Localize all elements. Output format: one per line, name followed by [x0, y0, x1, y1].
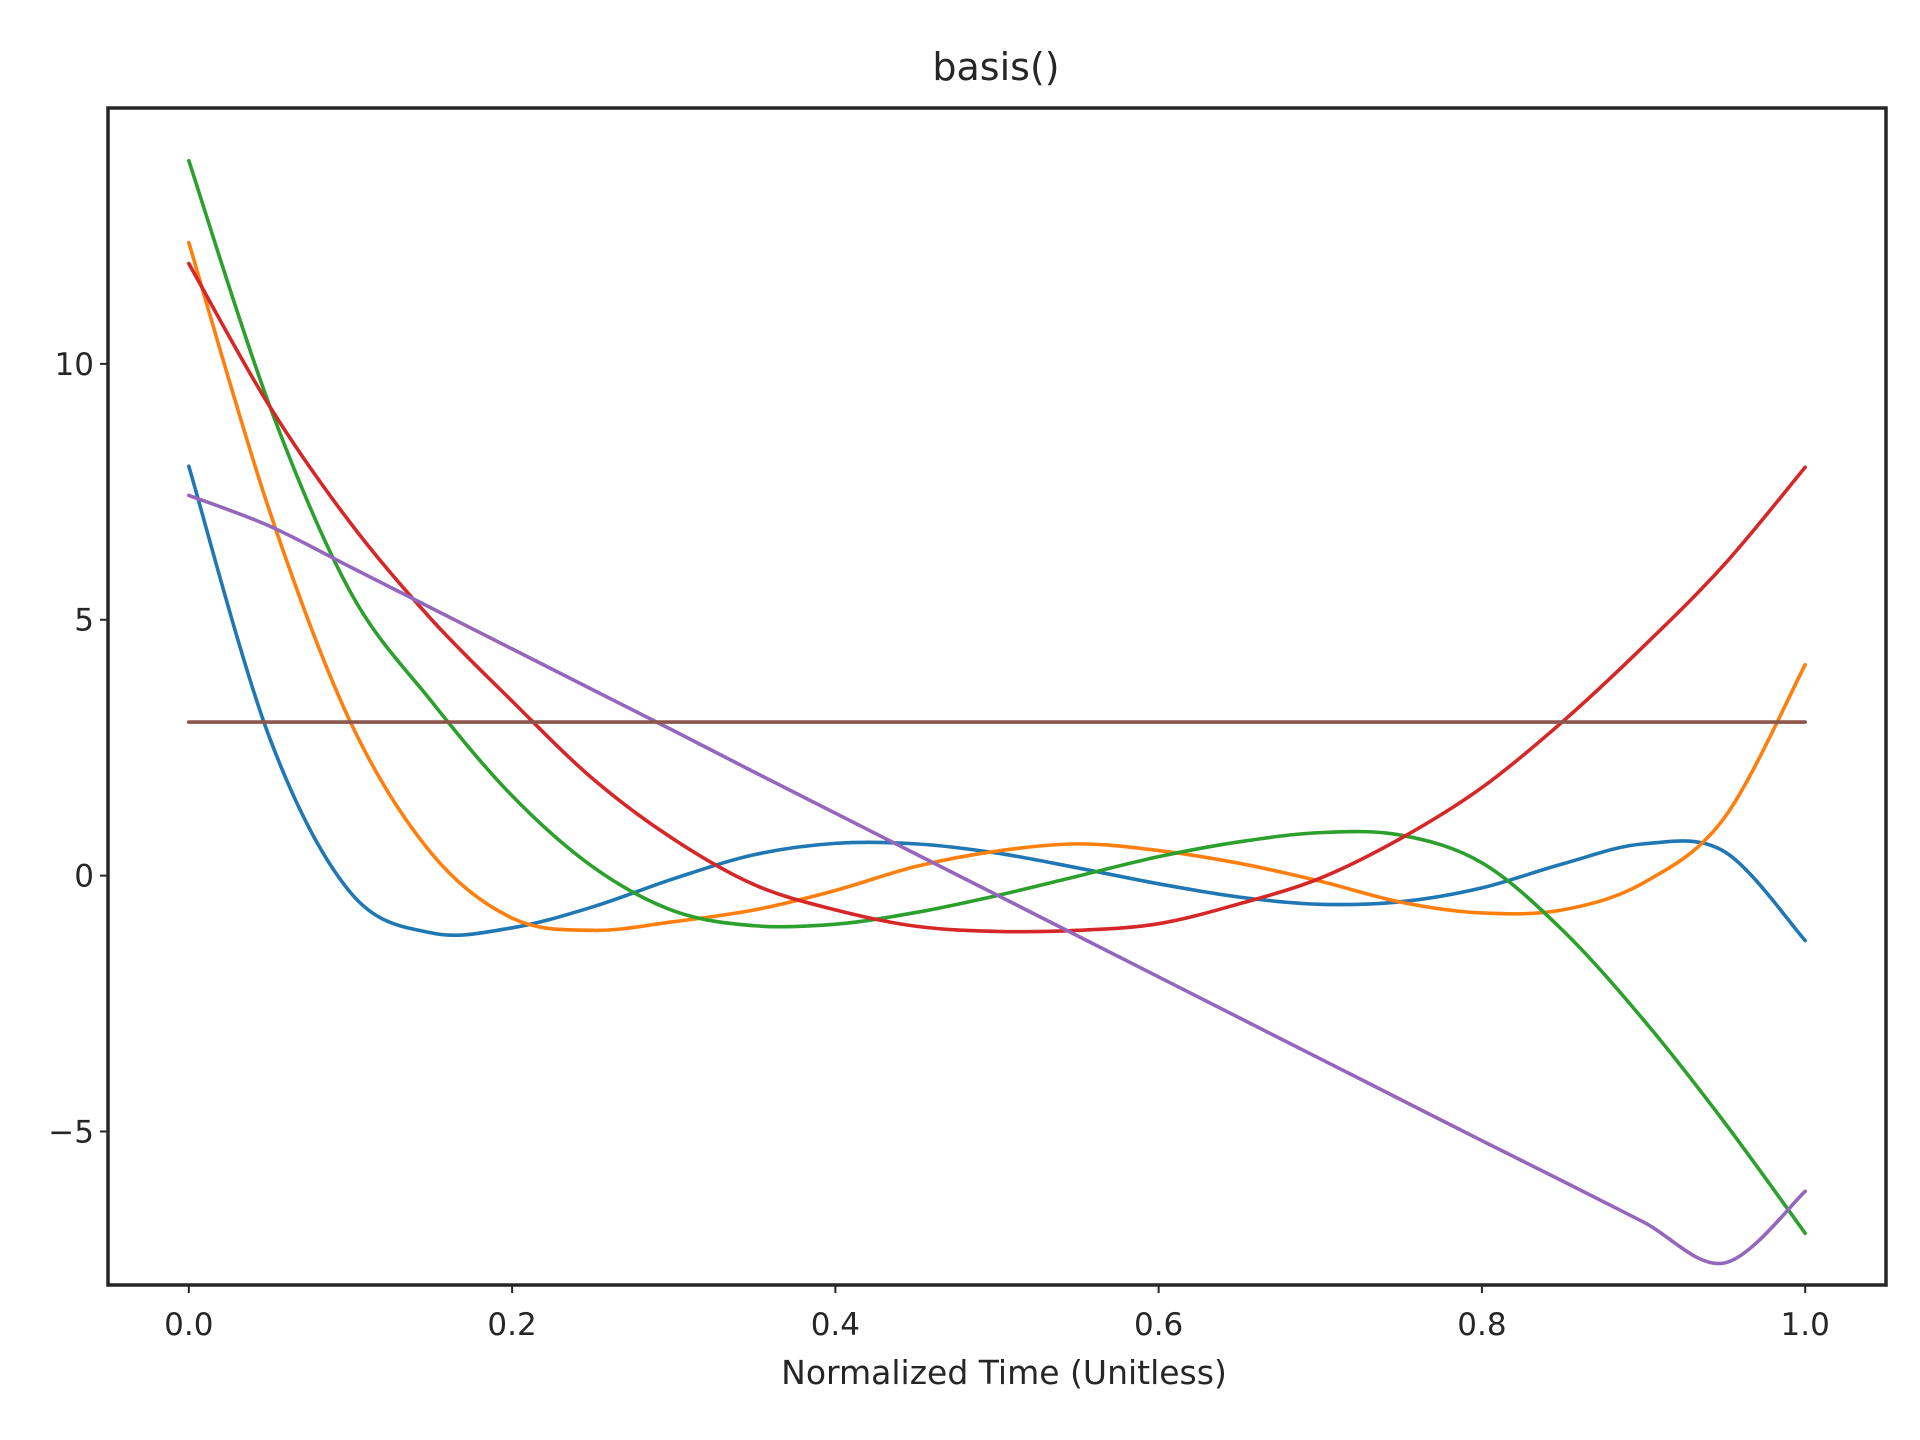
x-tick-label: 0.4 — [811, 1307, 860, 1343]
series-line-1 — [187, 464, 1807, 943]
y-tick-label: 0 — [74, 859, 94, 895]
y-tick-label: −5 — [48, 1114, 94, 1150]
series-line-5 — [187, 493, 1807, 1266]
plot-frame — [106, 106, 1888, 1287]
series-layer — [187, 158, 1807, 1266]
y-tick-label: 10 — [55, 347, 94, 383]
y-tick-label: 5 — [74, 603, 94, 639]
x-tick-label: 1.0 — [1781, 1307, 1830, 1343]
y-axis: −5 0 5 10 — [48, 347, 108, 1150]
x-tick-label: 0.0 — [164, 1307, 213, 1343]
chart-title: basis() — [932, 45, 1059, 89]
x-axis-label: Normalized Time (Unitless) — [781, 1353, 1227, 1392]
series-line-2 — [187, 240, 1807, 933]
x-tick-label: 0.2 — [487, 1307, 536, 1343]
x-tick-label: 0.8 — [1457, 1307, 1506, 1343]
series-line-4 — [187, 261, 1807, 934]
x-axis: 0.0 0.2 0.4 0.6 0.8 1.0 — [164, 1285, 1830, 1343]
series-line-3 — [187, 158, 1807, 1236]
x-tick-label: 0.6 — [1134, 1307, 1183, 1343]
